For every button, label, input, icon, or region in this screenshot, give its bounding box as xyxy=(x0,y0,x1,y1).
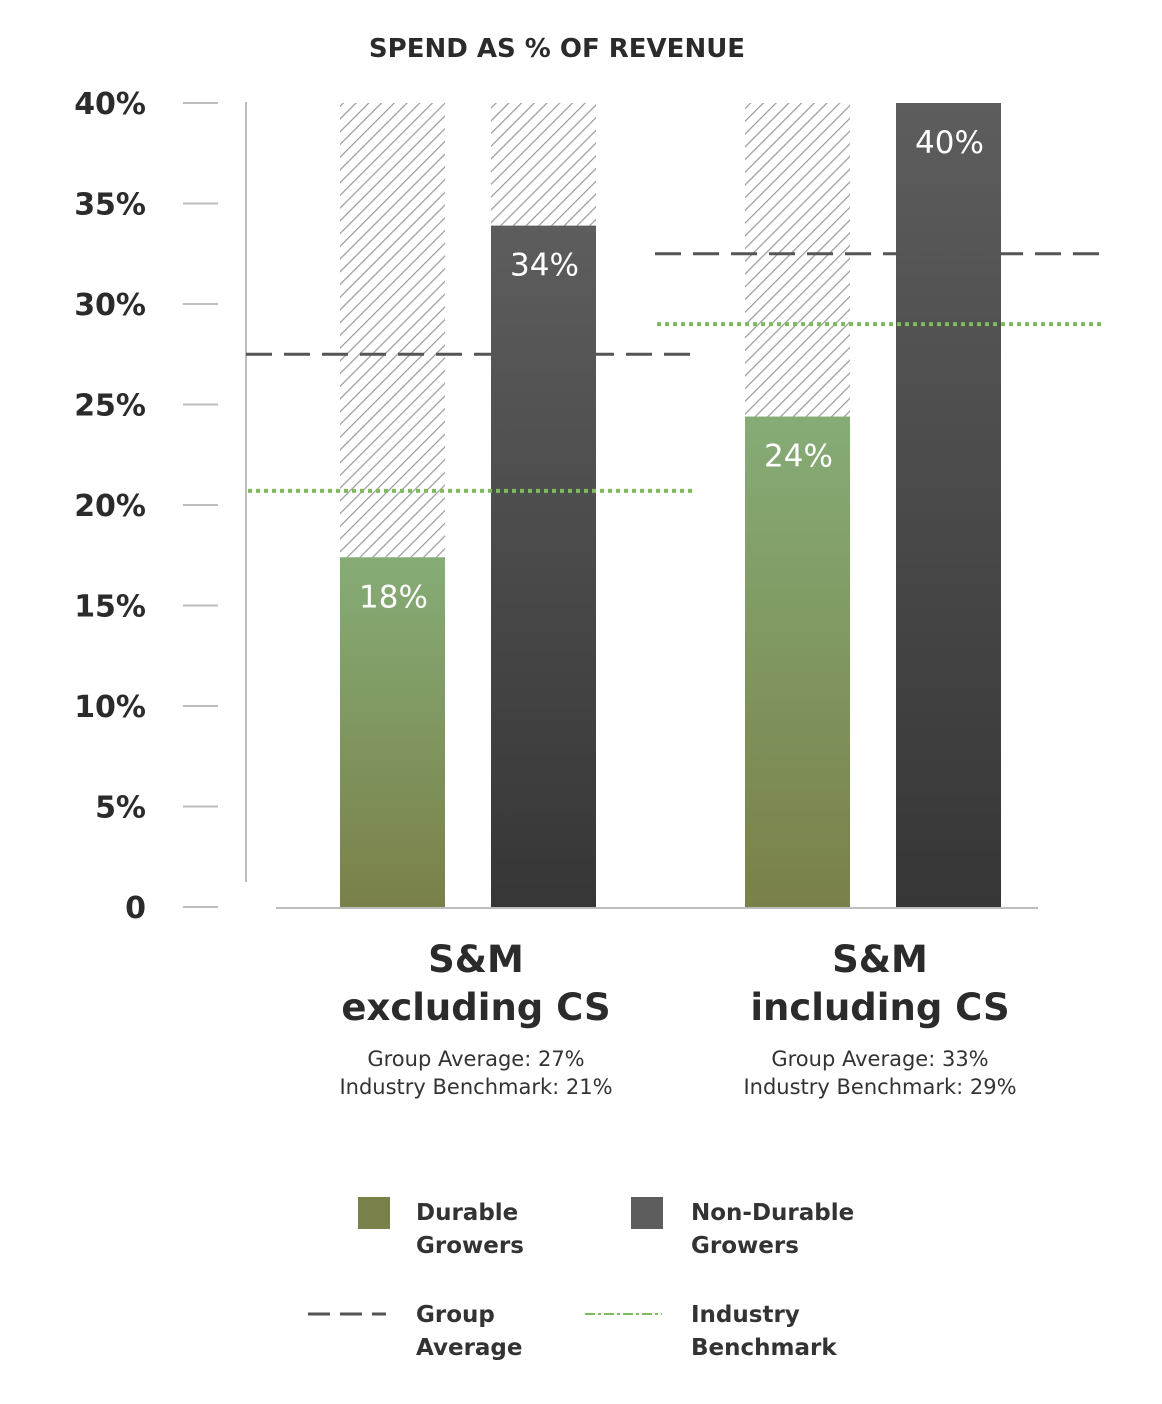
y-axis-ticks: 0 5% 10% 15% 20% 25% 30% 35% 40% xyxy=(74,87,218,926)
non-durable-bar xyxy=(896,103,1001,907)
bar-value-label: 18% xyxy=(359,579,428,615)
bar-headroom-hatch xyxy=(340,103,445,558)
legend-item-industry-benchmark: Industry Benchmark xyxy=(585,1302,837,1361)
reference-lines xyxy=(246,252,1102,493)
bar-headroom-hatch xyxy=(745,103,850,417)
group-average-note: Group Average: 33% xyxy=(771,1047,988,1071)
legend-label: Growers xyxy=(691,1233,799,1259)
legend-label: Durable xyxy=(416,1200,518,1226)
y-tick-label: 35% xyxy=(74,188,146,223)
group-average-note: Group Average: 27% xyxy=(367,1047,584,1071)
industry-benchmark-note: Industry Benchmark: 29% xyxy=(743,1075,1016,1099)
legend: Durable Growers Non-Durable Growers Group Ave… xyxy=(308,1197,854,1361)
bar-value-label: 34% xyxy=(510,248,579,284)
y-tick-label: 20% xyxy=(74,489,146,524)
industry-benchmark-note: Industry Benchmark: 21% xyxy=(339,1075,612,1099)
durable-bar xyxy=(745,416,850,907)
legend-swatch xyxy=(358,1197,390,1229)
chart-title: SPEND AS % OF REVENUE xyxy=(369,34,745,64)
bar-value-label: 40% xyxy=(915,125,984,161)
bars xyxy=(340,103,1001,908)
y-tick-label: 0 xyxy=(125,891,146,926)
category-label: S&M xyxy=(832,938,928,981)
category-label: excluding CS xyxy=(341,986,610,1029)
y-tick-label: 5% xyxy=(95,791,146,826)
legend-label: Group xyxy=(416,1302,495,1328)
legend-label: Growers xyxy=(416,1233,524,1259)
legend-item-non-durable: Non-Durable Growers xyxy=(631,1197,854,1259)
y-tick-label: 40% xyxy=(74,87,146,122)
non-durable-bar xyxy=(491,225,596,908)
legend-label: Industry xyxy=(691,1302,800,1328)
legend-label: Non-Durable xyxy=(691,1200,854,1226)
bar-value-label: 24% xyxy=(764,439,833,475)
legend-item-durable: Durable Growers xyxy=(358,1197,524,1259)
bar-labels: 18% 34% 24% 40% xyxy=(359,125,984,615)
category-label: including CS xyxy=(750,986,1009,1029)
legend-label: Benchmark xyxy=(691,1335,837,1361)
bar-headroom-hatch xyxy=(491,103,596,226)
category-label: S&M xyxy=(428,938,524,981)
category-labels: S&M excluding CS Group Average: 27% Industr… xyxy=(339,938,1016,1099)
legend-swatch xyxy=(631,1197,663,1229)
y-tick-label: 25% xyxy=(74,389,146,424)
durable-bar xyxy=(340,557,445,907)
legend-label: Average xyxy=(416,1335,523,1361)
y-tick-label: 15% xyxy=(74,590,146,625)
y-tick-label: 10% xyxy=(74,690,146,725)
legend-item-group-average: Group Average xyxy=(308,1302,523,1361)
y-tick-label: 30% xyxy=(74,288,146,323)
